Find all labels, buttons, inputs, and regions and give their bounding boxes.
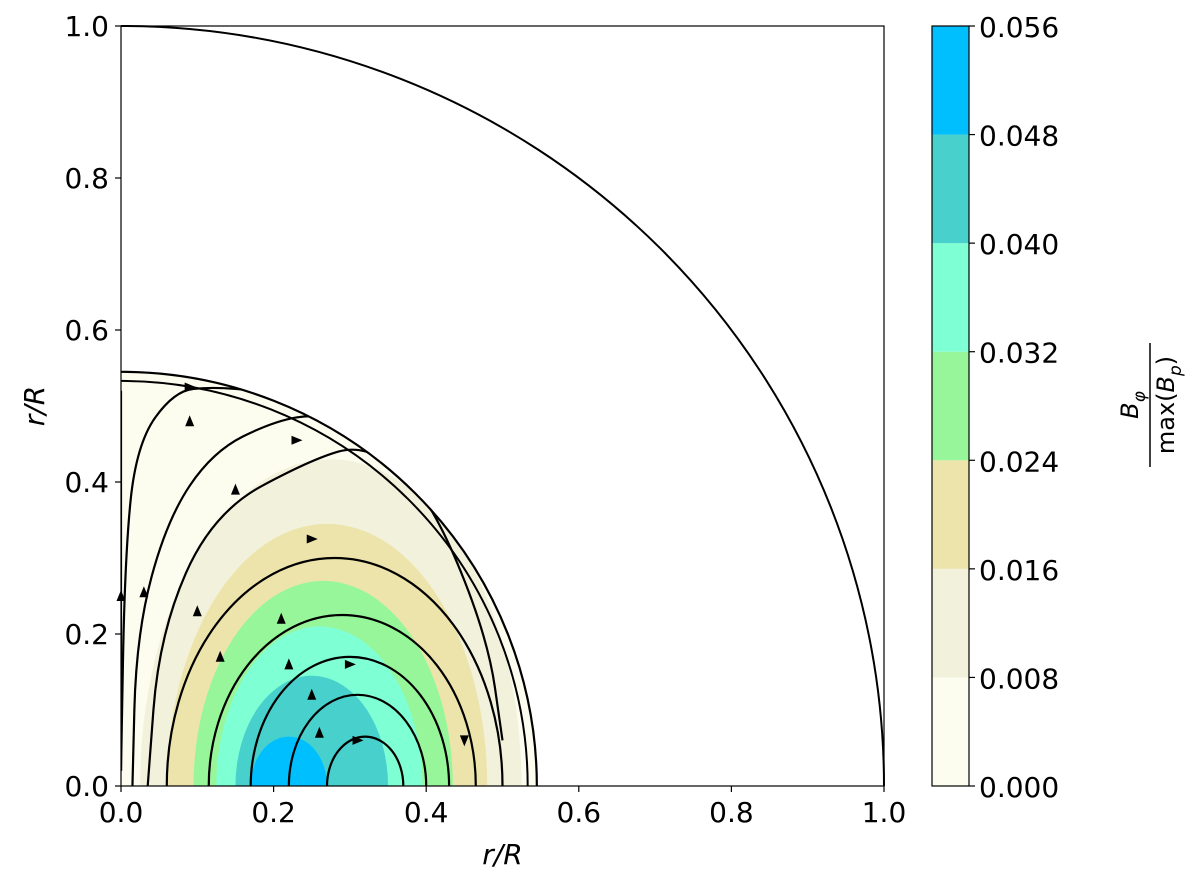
x-axis-ticks: 0.0 0.2 0.4 0.6 0.8 1.0 <box>99 786 907 829</box>
colorbar-tick-label: 0.056 <box>979 11 1059 44</box>
y-tick-label: 0.0 <box>64 770 109 803</box>
field-arrow-2 <box>306 534 318 544</box>
y-tick-label: 0.4 <box>64 466 109 499</box>
colorbar-band-2 <box>932 460 969 569</box>
colorbar-band-0 <box>932 677 969 786</box>
plot-area: 0.0 0.2 0.4 0.6 0.8 1.0 0.0 0.2 0.4 0.6 0.8 1.0 r/… <box>18 10 907 871</box>
field-arrow-13 <box>139 586 149 598</box>
colorbar-tick-label: 0.024 <box>979 445 1059 478</box>
x-tick-label: 0.6 <box>557 796 602 829</box>
field-arrow-6 <box>230 483 240 495</box>
colorbar-tick-label: 0.048 <box>979 120 1059 153</box>
x-axis-label: r/R <box>482 838 522 871</box>
field-arrow-0 <box>184 382 196 392</box>
y-axis-ticks: 0.0 0.2 0.4 0.6 0.8 1.0 <box>64 10 121 803</box>
x-tick-label: 0.2 <box>251 796 296 829</box>
colorbar-band-6 <box>932 26 969 135</box>
colorbar-label-denominator: max(Bp) <box>1152 356 1186 454</box>
colorbar-tick-label: 0.032 <box>979 337 1059 370</box>
y-tick-label: 1.0 <box>64 10 109 43</box>
inner-boundary-arc <box>120 370 538 787</box>
inner-boundary-arc-outer <box>120 379 529 787</box>
colorbar-band-1 <box>932 568 969 678</box>
field-line-0 <box>325 735 405 786</box>
field-line-3 <box>207 613 477 786</box>
colorbar-ticks: 0.000 0.008 0.016 0.024 0.032 0.040 0.048 0.056 <box>969 11 1059 804</box>
y-tick-label: 0.6 <box>64 314 109 347</box>
colorbar-bands <box>932 26 969 786</box>
field-line-6 <box>131 415 351 786</box>
field-arrow-11 <box>307 688 317 700</box>
field-line-5 <box>146 448 504 786</box>
field-arrow-15 <box>459 735 469 747</box>
colorbar-tick-label: 0.008 <box>979 662 1059 695</box>
y-axis-label: r/R <box>18 386 51 426</box>
y-tick-label: 0.8 <box>64 162 109 195</box>
filled-contours <box>121 371 537 786</box>
x-tick-label: 0.4 <box>404 796 449 829</box>
field-arrow-5 <box>185 415 195 427</box>
field-arrow-3 <box>344 659 356 669</box>
colorbar-band-3 <box>932 351 969 461</box>
field-line-1 <box>287 693 428 786</box>
colorbar-label: Bφ max(Bp) <box>1116 343 1186 467</box>
x-tick-label: 0.8 <box>709 796 754 829</box>
field-arrow-12 <box>314 726 324 738</box>
colorbar-tick-label: 0.040 <box>979 228 1059 261</box>
colorbar-band-5 <box>932 134 969 244</box>
colorbar-frame <box>931 25 970 787</box>
field-arrow-7 <box>192 605 202 617</box>
field-arrow-9 <box>276 612 286 624</box>
colorbar: 0.000 0.008 0.016 0.024 0.032 0.040 0.048 0.056… <box>931 11 1186 804</box>
outer-boundary-arc <box>120 25 885 787</box>
field-arrow-8 <box>215 650 225 662</box>
colorbar-band-4 <box>932 243 969 352</box>
field-line-2 <box>249 655 451 786</box>
field-arrow-1 <box>291 435 303 445</box>
field-arrow-4 <box>352 735 364 745</box>
axes-frame <box>120 25 885 787</box>
flow-arrows <box>116 382 469 747</box>
x-tick-label: 0.0 <box>99 796 144 829</box>
field-line-4 <box>165 556 504 786</box>
x-tick-label: 1.0 <box>862 796 907 829</box>
field-arrow-10 <box>284 658 294 670</box>
field-lines <box>121 386 504 786</box>
contour-level-6 <box>250 736 328 786</box>
colorbar-label-numerator: Bφ <box>1116 390 1150 418</box>
y-tick-label: 0.2 <box>64 618 109 651</box>
colorbar-tick-label: 0.000 <box>979 771 1059 804</box>
colorbar-tick-label: 0.016 <box>979 554 1059 587</box>
